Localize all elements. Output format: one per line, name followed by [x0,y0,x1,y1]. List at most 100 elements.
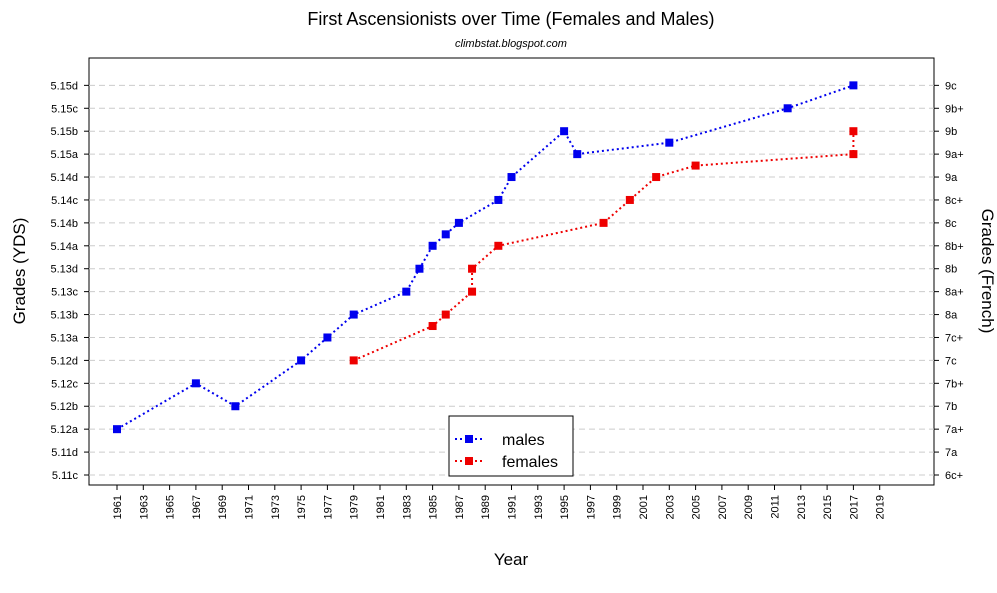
y-tick-label-right: 9a+ [945,149,964,161]
y-tick-label-left: 5.15c [51,103,78,115]
x-tick-label: 1963 [138,495,150,519]
x-tick-label: 1965 [165,495,177,519]
data-point-females [428,322,437,331]
x-tick-label: 2003 [664,495,676,519]
x-axis: 1961 1963 1965 1967 1969 1971 1973 1975 1977 1979… [112,485,887,519]
x-tick-label: 2009 [743,495,755,519]
y-tick-label-right: 8b+ [945,241,964,253]
chart-title: First Ascensionists over Time (Females a… [307,9,714,29]
y-tick-label-right: 7b [945,401,957,413]
data-point-males [849,81,858,90]
x-tick-label: 2013 [796,495,808,519]
x-tick-label: 1973 [270,495,282,519]
data-point-males [231,402,240,411]
data-point-males [323,333,332,342]
y-tick-label-left: 5.12d [50,355,78,367]
x-tick-label: 2017 [848,495,860,519]
x-tick-label: 2005 [691,495,703,519]
data-point-males [191,379,200,388]
data-point-males [665,138,674,147]
y-tick-label-right: 7c [945,355,957,367]
y-tick-label-left: 5.13c [51,287,78,299]
y-tick-label-right: 9c [945,80,957,92]
data-point-males [494,195,503,204]
x-tick-label: 1971 [244,495,256,519]
data-point-males [297,356,306,365]
y-tick-label-left: 5.13b [50,310,78,322]
x-tick-label: 1987 [454,495,466,519]
y-tick-label-left: 5.13d [50,264,78,276]
y-tick-label-right: 8a+ [945,287,964,299]
y-tick-label-right: 9b [945,126,957,138]
y-tick-label-left: 5.15b [50,126,78,138]
data-point-males [560,127,569,136]
y-axis-title-left: Grades (YDS) [10,218,29,325]
y-axis-right: 6c+ 7a 7a+ 7b 7b+ 7c 7c+ 8a 8a+ 8b 8b+ 8c 8c+ 9a 9a+ 9b… [934,80,964,482]
data-point-males [428,241,437,250]
y-tick-label-left: 5.11d [51,447,78,459]
data-point-females [494,241,503,250]
x-tick-label: 2019 [875,495,887,519]
y-tick-label-left: 5.15d [50,80,78,92]
y-tick-label-right: 8c+ [945,195,963,207]
y-tick-label-left: 5.15a [50,149,78,161]
y-tick-label-right: 9a [945,172,958,184]
data-point-males [507,173,516,182]
x-tick-label: 1989 [480,495,492,519]
data-point-females [625,195,634,204]
data-point-females [599,218,608,227]
y-tick-label-left: 5.11c [52,470,79,482]
x-tick-label: 1997 [585,495,597,519]
x-tick-label: 1961 [112,495,124,519]
y-tick-label-right: 7a [945,447,958,459]
data-point-males [113,425,121,434]
legend-label-males: males [502,432,545,449]
y-tick-label-right: 8b [945,264,957,276]
x-tick-label: 1975 [296,495,308,519]
x-tick-label: 2001 [638,495,650,519]
y-tick-label-right: 8a [945,310,958,322]
data-point-females [652,173,661,182]
x-tick-label: 1985 [428,495,440,519]
data-point-males [402,287,411,296]
data-point-males [415,264,424,273]
x-tick-label: 1981 [375,495,387,519]
x-tick-label: 1999 [612,495,624,519]
legend-box [448,415,574,477]
y-axis-title-right: Grades (French) [978,209,997,334]
data-point-females [441,310,450,319]
x-tick-label: 2011 [770,495,782,519]
data-point-females [468,264,477,273]
y-tick-label-left: 5.13a [50,332,78,344]
data-point-females [468,287,477,296]
data-point-females [849,150,858,159]
y-tick-label-left: 5.12a [50,424,78,436]
x-tick-label: 1969 [217,495,229,519]
y-tick-label-left: 5.12b [50,401,78,413]
y-tick-label-left: 5.14b [50,218,78,230]
y-tick-label-left: 5.14d [50,172,78,184]
data-point-males [573,150,582,159]
data-point-females [849,127,858,136]
series [113,81,858,434]
legend-label-females: females [502,454,558,471]
data-point-females [349,356,358,365]
data-point-males [441,230,450,239]
x-tick-label: 2007 [717,495,729,519]
data-point-males [454,218,463,227]
x-tick-label: 1983 [401,495,413,519]
data-point-males [783,104,792,113]
x-tick-label: 1979 [349,495,361,519]
x-tick-label: 2015 [822,495,834,519]
data-point-males [349,310,358,319]
y-tick-label-left: 5.14a [50,241,78,253]
y-tick-label-right: 8c [945,218,957,230]
y-axis-left: 5.11c 5.11d 5.12a 5.12b 5.12c 5.12d 5.13a 5.13b… [50,80,89,482]
series-line-males [116,84,854,431]
x-tick-label: 1967 [191,495,203,519]
legend: males females [448,415,574,477]
y-tick-label-right: 7c+ [945,332,963,344]
x-tick-label: 1977 [322,495,334,519]
chart-subtitle: climbstat.blogspot.com [455,38,567,50]
